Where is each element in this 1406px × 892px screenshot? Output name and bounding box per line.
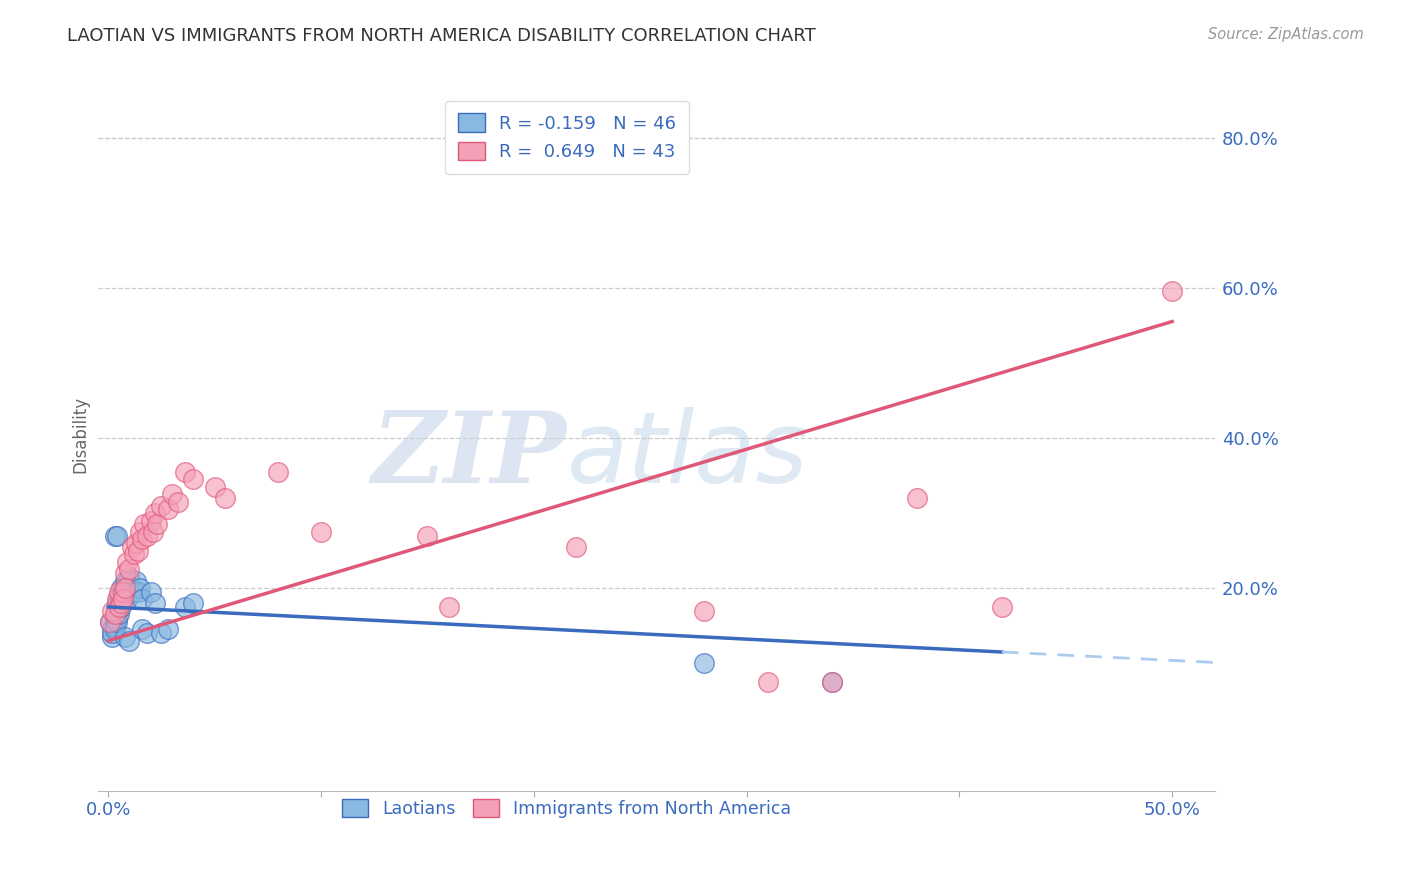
Point [101, 626, 124, 640]
Point [101, 623, 124, 637]
Point [121, 581, 143, 595]
Point [135, 626, 157, 640]
Point [108, 607, 131, 622]
Point [1161, 285, 1184, 299]
Text: LAOTIAN VS IMMIGRANTS FROM NORTH AMERICA DISABILITY CORRELATION CHART: LAOTIAN VS IMMIGRANTS FROM NORTH AMERICA… [67, 27, 817, 45]
Point [183, 472, 205, 486]
Point [114, 581, 136, 595]
Point [114, 585, 136, 599]
Text: atlas: atlas [567, 407, 808, 504]
Point [110, 599, 132, 614]
Point [204, 480, 226, 494]
Point [108, 585, 131, 599]
Point [114, 630, 136, 644]
Point [118, 570, 141, 584]
Point [142, 524, 165, 539]
Point [122, 585, 145, 599]
Point [127, 543, 149, 558]
Point [105, 604, 128, 618]
Point [167, 495, 190, 509]
Point [143, 506, 166, 520]
Point [108, 599, 131, 614]
Point [565, 540, 588, 554]
Point [173, 599, 195, 614]
Point [118, 585, 141, 599]
Point [105, 596, 128, 610]
Point [110, 581, 132, 595]
Point [101, 630, 124, 644]
Point [122, 547, 145, 561]
Point [139, 585, 162, 599]
Point [105, 611, 128, 625]
Point [125, 574, 148, 588]
Point [108, 589, 131, 603]
Point [118, 562, 141, 576]
Point [105, 528, 128, 542]
Point [756, 675, 779, 690]
Point [129, 524, 152, 539]
Point [129, 581, 152, 595]
Point [104, 528, 127, 542]
Point [1374, 262, 1396, 277]
Point [437, 599, 460, 614]
Point [98, 615, 121, 629]
Point [114, 566, 136, 581]
Point [110, 592, 132, 607]
Point [991, 599, 1014, 614]
Point [117, 592, 139, 607]
Point [131, 533, 153, 547]
Point [117, 555, 139, 569]
Point [143, 596, 166, 610]
Point [104, 623, 127, 637]
Text: ZIP: ZIP [371, 408, 567, 504]
Point [118, 633, 141, 648]
Point [121, 540, 143, 554]
Legend: Laotians, Immigrants from North America: Laotians, Immigrants from North America [336, 792, 799, 825]
Point [112, 592, 135, 607]
Point [104, 618, 127, 632]
Point [416, 528, 439, 542]
Point [105, 615, 128, 629]
Point [105, 592, 128, 607]
Point [104, 615, 127, 629]
Y-axis label: Disability: Disability [72, 396, 89, 473]
Point [214, 491, 236, 505]
Point [117, 581, 139, 595]
Point [134, 517, 156, 532]
Point [309, 524, 332, 539]
Point [821, 675, 844, 690]
Point [693, 604, 716, 618]
Point [150, 626, 173, 640]
Point [183, 596, 205, 610]
Point [131, 592, 153, 607]
Point [1225, 295, 1247, 310]
Point [135, 528, 157, 542]
Point [114, 574, 136, 588]
Point [156, 502, 179, 516]
Point [104, 607, 127, 622]
Point [112, 585, 135, 599]
Point [131, 623, 153, 637]
Point [821, 675, 844, 690]
Point [104, 611, 127, 625]
Point [125, 536, 148, 550]
Point [110, 596, 132, 610]
Point [156, 623, 179, 637]
Point [139, 514, 162, 528]
Text: Source: ZipAtlas.com: Source: ZipAtlas.com [1208, 27, 1364, 42]
Point [160, 487, 183, 501]
Point [101, 604, 124, 618]
Point [693, 657, 716, 671]
Point [112, 585, 135, 599]
Point [905, 491, 928, 505]
Point [127, 585, 149, 599]
Point [98, 615, 121, 629]
Point [173, 465, 195, 479]
Point [112, 592, 135, 607]
Point [267, 465, 290, 479]
Point [146, 517, 169, 532]
Point [150, 499, 173, 513]
Point [108, 599, 131, 614]
